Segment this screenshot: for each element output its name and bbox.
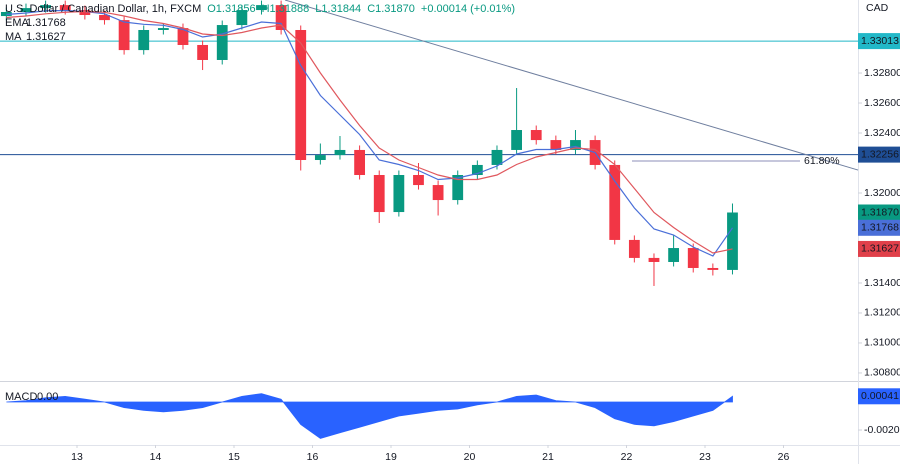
y-tick-label: 1.30800 [864, 367, 900, 379]
y-tick-label: 1.31200 [864, 307, 900, 319]
candle-body [707, 267, 719, 270]
candle-body [354, 149, 366, 176]
candle-body [20, 8, 32, 12]
candle-body [452, 175, 464, 201]
macd-area [6, 393, 733, 439]
candle-body [59, 5, 71, 11]
legend-name: EMA [5, 17, 30, 29]
macd-name: MACD [5, 391, 37, 403]
candle-body [393, 175, 405, 213]
header-quote: +0.00014 (+0.01%) [421, 3, 515, 15]
candle-body [295, 29, 307, 161]
chart-title: U.S. Dollar / Canadian Dollar, 1h, FXCM [5, 3, 201, 15]
y-tick-label: 1.32800 [864, 67, 900, 79]
candle-body [334, 149, 346, 156]
hline-tag-label: 1.33013 [861, 35, 899, 47]
candle-body [157, 28, 169, 30]
x-tick-label: 14 [150, 451, 162, 463]
candle-body [413, 175, 424, 186]
candle-body [216, 25, 228, 60]
candle-body [138, 29, 150, 51]
x-tick-label: 22 [621, 451, 633, 463]
hline-tag-label: 1.32256 [861, 148, 899, 160]
candle-body [99, 14, 110, 21]
candle-body [79, 10, 91, 15]
candle-body [0, 11, 12, 17]
candle-body [550, 140, 562, 150]
header-quote: L1.31844 [315, 3, 361, 15]
candle-body [314, 155, 326, 161]
header-quote: O1.31856 [207, 3, 255, 15]
candle-body [648, 257, 660, 262]
x-tick-label: 21 [542, 451, 554, 463]
legend-value: 1.31768 [26, 17, 66, 29]
legend-value: 1.31627 [26, 31, 66, 43]
header: U.S. Dollar / Canadian Dollar, 1h, FXCM O… [5, 3, 515, 15]
price-tag [858, 240, 900, 257]
candle-body [373, 175, 385, 213]
indicator-line [6, 10, 733, 254]
price-tag-label: 1.31768 [861, 222, 899, 234]
x-tick-label: 15 [228, 451, 240, 463]
candle-body [40, 5, 52, 9]
x-tick-label: 26 [778, 451, 790, 463]
candle-body [628, 239, 640, 258]
candle-body [570, 140, 581, 150]
candle-body [432, 185, 444, 201]
y-tick-label: 1.32400 [864, 127, 900, 139]
y-tick-label: 1.32600 [864, 97, 900, 109]
candle-body [609, 164, 621, 240]
x-tick-label: 23 [699, 451, 711, 463]
macd-tag-label: 0.00041 [861, 390, 899, 402]
axes: 1.32800 1.32600 1.32400 1.32000 1.31400 1.312… [71, 2, 900, 463]
y-tick-label: 1.31000 [864, 337, 900, 349]
price-tag-label: 1.31627 [861, 243, 899, 255]
candle-body [256, 5, 267, 11]
legend-name: MA [5, 31, 22, 43]
price-tag [858, 204, 900, 221]
price-tag-label: 1.31870 [861, 206, 899, 218]
candle-body [275, 5, 287, 30]
y-tick-label: 1.32000 [864, 187, 900, 199]
macd-value: 0.00 [37, 391, 58, 403]
header-quote: C1.31870 [367, 3, 415, 15]
x-tick-label: 13 [71, 451, 83, 463]
candle-body [177, 28, 189, 45]
macd-y-tick-label: -0.00200 [864, 424, 900, 436]
hline-tag [858, 33, 900, 50]
candle-body [668, 248, 680, 262]
candle-body [197, 44, 209, 60]
candle-body [471, 164, 483, 176]
x-tick-label: 19 [385, 451, 397, 463]
currency-label: CAD [866, 2, 889, 14]
indicator-line [6, 9, 733, 257]
candle-body [511, 130, 523, 150]
candle-body [236, 10, 248, 26]
hline-tag [858, 146, 900, 163]
y-tick-label: 1.31400 [864, 277, 900, 289]
x-tick-label: 20 [464, 451, 476, 463]
candle-body [727, 212, 738, 270]
x-tick-label: 16 [307, 451, 319, 463]
candle-body [530, 130, 542, 141]
trendline [284, 0, 859, 171]
header-quote: H1.31888 [262, 3, 310, 15]
candle-body [687, 248, 699, 268]
candle-body [118, 20, 130, 51]
macd-tag [858, 388, 900, 405]
candle-body [491, 149, 503, 165]
price-tag [858, 219, 900, 236]
fib-label: 61.80% [804, 155, 840, 167]
